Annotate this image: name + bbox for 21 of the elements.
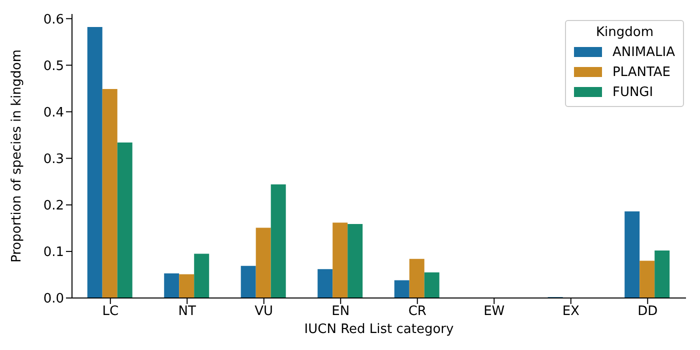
y-axis-title: Proportion of species in kingdom	[10, 49, 25, 263]
y-tick-label: 0.3	[43, 152, 64, 167]
x-tick-label: LC	[102, 304, 119, 320]
x-tick-label: EX	[562, 304, 580, 320]
y-tick-label: 0.6	[43, 12, 64, 28]
y-tick-label: 0.2	[43, 198, 64, 214]
legend-label: ANIMALIA	[612, 44, 675, 60]
legend-label: PLANTAE	[612, 64, 671, 80]
legend-label: FUNGI	[612, 84, 654, 100]
legend-title: Kingdom	[594, 25, 654, 40]
y-tick-label: 0.1	[43, 245, 64, 260]
x-tick-label: CR	[408, 304, 426, 320]
x-tick-label: VU	[254, 304, 274, 320]
y-tick-label: 0.4	[43, 105, 64, 120]
x-tick-label: NT	[178, 304, 196, 320]
x-tick-label: DD	[638, 304, 658, 320]
y-tick-label: 0.5	[43, 58, 64, 74]
x-tick-label: EN	[332, 304, 350, 320]
x-axis-title: IUCN Red List category	[304, 322, 454, 338]
y-tick-label: 0.0	[43, 292, 64, 307]
x-tick-label: EW	[484, 304, 505, 320]
